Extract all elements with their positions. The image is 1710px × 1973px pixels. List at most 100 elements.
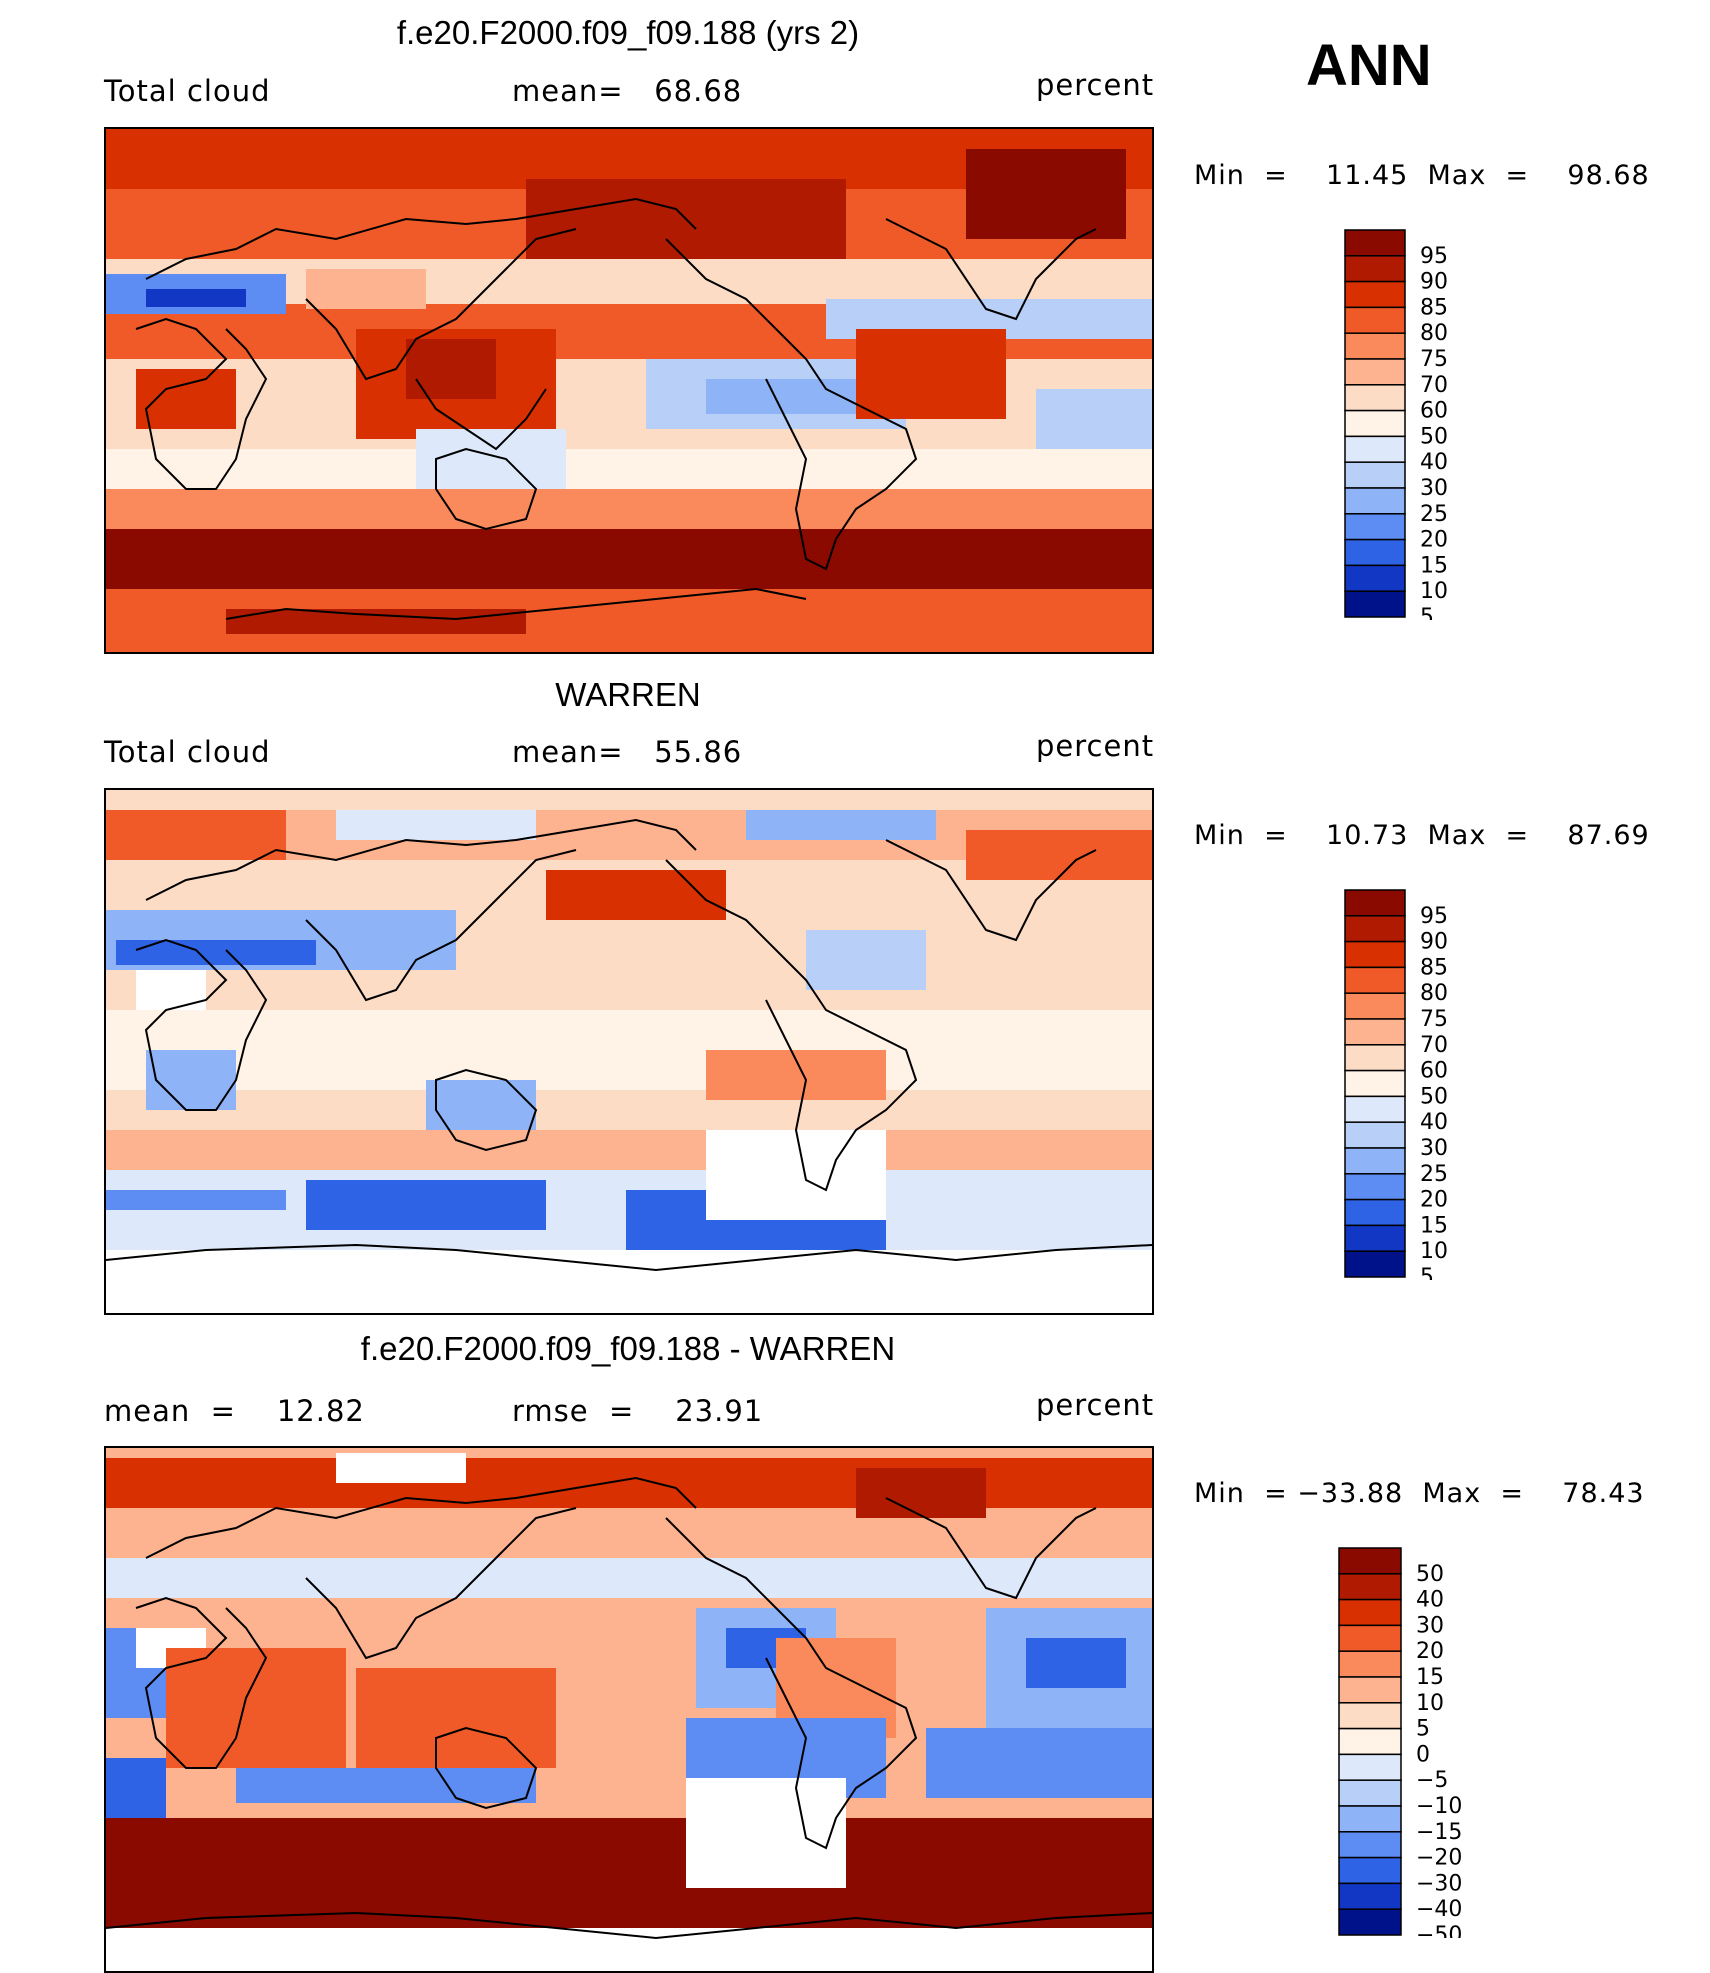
colorbar-box — [1338, 1882, 1402, 1910]
colorbar-box — [1338, 1573, 1402, 1601]
colorbar-box — [1344, 229, 1406, 257]
colorbar-label: −40 — [1416, 1897, 1462, 1922]
panel-1-coastlines — [135, 197, 1097, 621]
colorbar-label: 50 — [1420, 1084, 1448, 1109]
colorbar-box — [1338, 1547, 1402, 1575]
colorbar-box — [1344, 513, 1406, 541]
colorbar-label: 5 — [1416, 1717, 1430, 1742]
colorbar-box — [1344, 889, 1406, 917]
colorbar-label: 75 — [1420, 1007, 1448, 1032]
colorbar-label: 30 — [1420, 1136, 1448, 1161]
colorbar-box — [1344, 461, 1406, 489]
colorbar-box — [1344, 255, 1406, 283]
colorbar-box — [1344, 915, 1406, 943]
panel-2-title: WARREN — [555, 676, 701, 713]
panel-2-coastlines — [106, 818, 1152, 1272]
colorbar-box — [1344, 435, 1406, 463]
colorbar-box — [1338, 1702, 1402, 1730]
colorbar-box — [1344, 384, 1406, 412]
colorbar-box — [1344, 306, 1406, 334]
colorbar-label: −50 — [1416, 1923, 1462, 1938]
panel-1-colorbar: 95 90 85 80 75 70 60 50 40 30 25 20 15 10 5 — [1344, 229, 1474, 630]
panel-2-colorbar: 95 90 85 80 75 70 60 50 40 30 25 20 15 10 5 — [1344, 889, 1474, 1290]
colorbar-label: −20 — [1416, 1846, 1462, 1871]
colorbar-label: −10 — [1416, 1794, 1462, 1819]
colorbar-box — [1344, 940, 1406, 969]
colorbar-label: 85 — [1420, 955, 1448, 980]
colorbar-box — [1338, 1753, 1402, 1781]
colorbar-label: 95 — [1420, 244, 1448, 269]
colorbar-label: 90 — [1420, 930, 1448, 955]
colorbar-box — [1344, 358, 1406, 386]
panel-3-coastlines — [106, 1476, 1152, 1940]
colorbar-label: 50 — [1420, 424, 1448, 449]
colorbar-label: 10 — [1420, 579, 1448, 604]
panel-1-map-field — [106, 129, 1152, 652]
colorbar-label: −15 — [1416, 1820, 1462, 1845]
colorbar-box — [1344, 1250, 1406, 1278]
colorbar-label: 10 — [1420, 1239, 1448, 1264]
colorbar-box — [1344, 1147, 1406, 1175]
colorbar-box — [1338, 1598, 1402, 1627]
panel-1-title: f.e20.F2000.f09_f09.188 (yrs 2) — [396, 14, 860, 51]
colorbar-box — [1338, 1831, 1402, 1859]
colorbar-box — [1344, 564, 1406, 592]
panel-2-map-field — [106, 790, 1152, 1313]
colorbar-box — [1344, 966, 1406, 994]
panel-3-mean-label: mean = 12.82 — [104, 1394, 365, 1428]
panel-1-units-label: percent — [1036, 68, 1155, 102]
panel-1-minmax: Min = 11.45 Max = 98.68 — [1194, 160, 1650, 191]
colorbar-label: −5 — [1416, 1768, 1448, 1793]
colorbar-label: 20 — [1420, 528, 1448, 553]
colorbar-label: 0 — [1416, 1742, 1430, 1767]
colorbar-label: 90 — [1420, 270, 1448, 295]
colorbar-label: 5 — [1420, 605, 1434, 620]
panel-1-variable-label: Total cloud — [104, 74, 271, 108]
panel-3-units-label: percent — [1036, 1388, 1155, 1422]
colorbar-box — [1338, 1624, 1402, 1652]
colorbar-box — [1344, 487, 1406, 515]
colorbar-label: 70 — [1420, 373, 1448, 398]
colorbar-label: 40 — [1420, 450, 1448, 475]
panel-3-map-field — [106, 1448, 1152, 1971]
colorbar-label: 10 — [1416, 1691, 1444, 1716]
panel-2-units-label: percent — [1036, 729, 1155, 763]
panel-3-minmax: Min = −33.88 Max = 78.43 — [1194, 1478, 1645, 1509]
colorbar-label: 40 — [1416, 1588, 1444, 1613]
colorbar-label: 85 — [1420, 295, 1448, 320]
colorbar-box — [1344, 332, 1406, 360]
colorbar-label: 40 — [1420, 1110, 1448, 1135]
colorbar-box — [1344, 1121, 1406, 1149]
colorbar-label: 15 — [1416, 1665, 1444, 1690]
colorbar-box — [1338, 1805, 1402, 1833]
colorbar-box — [1344, 1018, 1406, 1046]
colorbar-label: 60 — [1420, 1059, 1448, 1084]
panel-3-map — [104, 1446, 1154, 1973]
colorbar-box — [1344, 538, 1406, 567]
colorbar-box — [1338, 1779, 1402, 1807]
season-label: ANN — [1306, 33, 1432, 98]
colorbar-label: 15 — [1420, 1213, 1448, 1238]
colorbar-label: 70 — [1420, 1033, 1448, 1058]
colorbar-label: 20 — [1420, 1188, 1448, 1213]
colorbar-box — [1338, 1856, 1402, 1885]
colorbar-label: 50 — [1416, 1562, 1444, 1587]
colorbar-box — [1344, 1095, 1406, 1123]
colorbar-box — [1338, 1650, 1402, 1678]
panel-2-mean-label: mean= 55.86 — [512, 735, 743, 769]
colorbar-label: 20 — [1416, 1639, 1444, 1664]
colorbar-box — [1344, 409, 1406, 438]
panel-3-colorbar: 50 40 30 20 15 10 5 0 −5 −10 −15 −20 −30 −40 −50 — [1338, 1547, 1470, 1948]
colorbar-box — [1344, 280, 1406, 309]
colorbar-box — [1344, 1069, 1406, 1098]
colorbar-label: 60 — [1420, 399, 1448, 424]
colorbar-label: 80 — [1420, 321, 1448, 346]
colorbar-label: 25 — [1420, 1162, 1448, 1187]
colorbar-label: 25 — [1420, 502, 1448, 527]
colorbar-box — [1344, 1044, 1406, 1072]
colorbar-box — [1344, 1198, 1406, 1227]
colorbar-box — [1344, 590, 1406, 618]
colorbar-label: −30 — [1416, 1871, 1462, 1896]
